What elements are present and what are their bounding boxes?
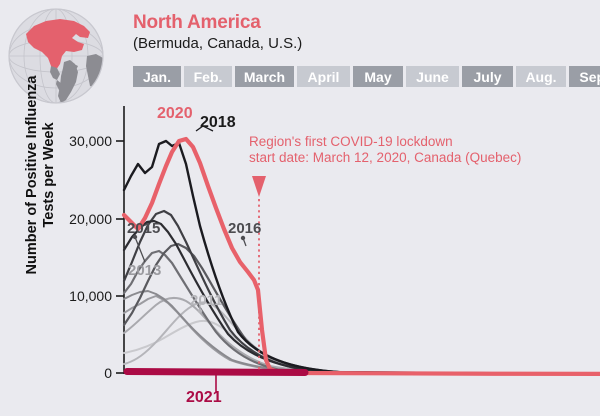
series-label-2013: 2013 <box>128 262 162 279</box>
month-label-jan: Jan. <box>133 66 181 87</box>
month-axis-strip: Jan. Feb. March April May June July Aug.… <box>133 66 600 87</box>
month-label-may: May <box>353 66 403 87</box>
series-label-2011: 2011 <box>190 292 223 309</box>
lockdown-annotation-line2: start date: March 12, 2020, Canada (Queb… <box>249 150 522 165</box>
y-tick-0: 0 <box>104 365 112 381</box>
series-label-2016: 2016 <box>228 220 262 237</box>
y-axis-spine <box>116 106 125 374</box>
month-label-april: April <box>297 66 350 87</box>
y-tick-20000: 20,000 <box>69 211 112 227</box>
page-title: North America <box>133 12 261 33</box>
month-label-feb: Feb. <box>184 66 232 87</box>
series-label-2015: 2015 <box>127 220 161 237</box>
series-label-2018: 2018 <box>200 114 236 131</box>
lockdown-annotation-line1: Region's first COVID-19 lockdown <box>249 134 453 149</box>
globe-north-america-icon <box>4 4 108 108</box>
series-line-2021 <box>123 368 309 376</box>
series-label-2020: 2020 <box>157 105 193 122</box>
series-label-2021: 2021 <box>186 389 222 406</box>
page-subtitle: (Bermuda, Canada, U.S.) <box>133 35 303 52</box>
callout-leaders <box>132 125 247 392</box>
y-tick-10000: 10,000 <box>69 288 112 304</box>
y-tick-30000: 30,000 <box>69 133 112 149</box>
month-label-july: July <box>462 66 513 87</box>
series-line-2015 <box>122 249 600 375</box>
lockdown-marker <box>252 176 266 372</box>
month-label-aug: Aug. <box>516 66 566 87</box>
lockdown-annotation: Region's first COVID-19 lockdown start d… <box>249 134 521 166</box>
month-label-sept: Sept. <box>569 66 600 87</box>
series-line-2010 <box>123 319 600 375</box>
series-line-2012 <box>123 296 600 375</box>
month-label-march: March <box>235 66 294 87</box>
month-label-june: June <box>406 66 459 87</box>
series-line-2011 <box>123 301 600 375</box>
